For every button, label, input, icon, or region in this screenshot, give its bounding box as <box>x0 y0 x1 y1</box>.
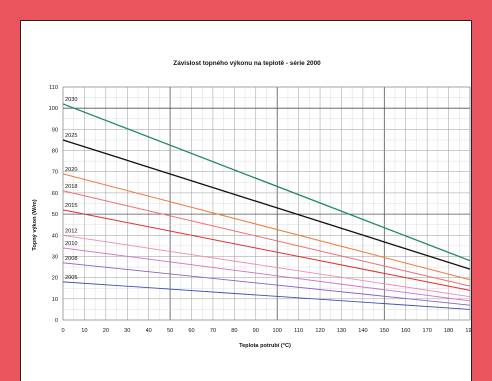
y-tick-label: 0 <box>55 318 58 324</box>
y-tick-label: 30 <box>52 254 58 260</box>
x-tick-label: 90 <box>253 328 259 334</box>
line-chart: Závislost topného výkonu na teplotě - sé… <box>32 60 471 349</box>
series-label-2030: 2030 <box>65 97 77 103</box>
x-tick-label: 140 <box>358 328 367 334</box>
y-tick-labels: 0 10 20 30 40 50 60 70 80 90 100 110 <box>49 85 58 324</box>
series-label-2008: 2008 <box>65 256 77 262</box>
grid <box>62 86 471 321</box>
x-tick-label: 160 <box>401 328 410 334</box>
x-tick-label: 120 <box>315 328 324 334</box>
series-line-2018 <box>62 190 471 287</box>
series-label-2020: 2020 <box>65 167 77 173</box>
series-line-2030 <box>62 103 471 262</box>
x-tick-label: 50 <box>167 328 173 334</box>
series-label-2015: 2015 <box>65 203 77 209</box>
chart-title: Závislost topného výkonu na teplotě - sé… <box>173 60 321 67</box>
y-tick-label: 90 <box>52 127 58 133</box>
x-tick-label: 20 <box>103 328 109 334</box>
x-tick-label: 70 <box>210 328 216 334</box>
x-tick-label: 60 <box>188 328 194 334</box>
series-line-2015 <box>62 209 471 291</box>
series-line-2010 <box>62 247 471 302</box>
series-label-2018: 2018 <box>65 184 77 190</box>
x-tick-label: 110 <box>294 328 303 334</box>
y-tick-label: 70 <box>52 170 58 176</box>
x-tick-labels: 0 10 20 30 40 50 60 70 80 90 100 110 120 130 140 150 160… <box>61 328 471 334</box>
x-tick-label: 40 <box>146 328 152 334</box>
series-line-2005 <box>62 281 471 310</box>
y-tick-label: 110 <box>49 85 58 91</box>
x-axis-title: Teplota potrubí (°C) <box>239 343 291 349</box>
series-label-2025: 2025 <box>65 133 77 139</box>
series-label-2012: 2012 <box>65 228 77 234</box>
x-tick-label: 30 <box>124 328 130 334</box>
series-label-2005: 2005 <box>65 275 77 281</box>
x-tick-label: 100 <box>273 328 282 334</box>
chart-card: Závislost topného výkonu na teplotě - sé… <box>20 20 472 381</box>
y-tick-label: 60 <box>52 191 58 197</box>
x-tick-label: 0 <box>61 328 64 334</box>
x-tick-label: 170 <box>422 328 431 334</box>
y-tick-label: 40 <box>52 233 58 239</box>
series-line-2020 <box>62 173 471 281</box>
x-tick-label: 190 <box>465 328 471 334</box>
y-tick-label: 80 <box>52 149 58 155</box>
series-label-2010: 2010 <box>65 241 77 247</box>
series-line-2025 <box>62 139 471 270</box>
series-line-2008 <box>62 262 471 306</box>
y-tick-label: 10 <box>52 297 58 303</box>
x-tick-label: 80 <box>231 328 237 334</box>
x-tick-label: 180 <box>444 328 453 334</box>
x-tick-label: 10 <box>81 328 87 334</box>
x-tick-label: 130 <box>337 328 346 334</box>
series-lines <box>62 103 471 310</box>
y-tick-label: 100 <box>49 106 58 112</box>
x-tick-label: 150 <box>380 328 389 334</box>
y-axis-title: Topný výkon (W/m) <box>32 199 38 250</box>
y-tick-label: 50 <box>52 212 58 218</box>
y-tick-label: 20 <box>52 276 58 282</box>
series-line-2012 <box>62 234 471 298</box>
series-labels: 2030 2025 2020 2018 2015 2012 2010 2008 2005 <box>65 97 77 281</box>
